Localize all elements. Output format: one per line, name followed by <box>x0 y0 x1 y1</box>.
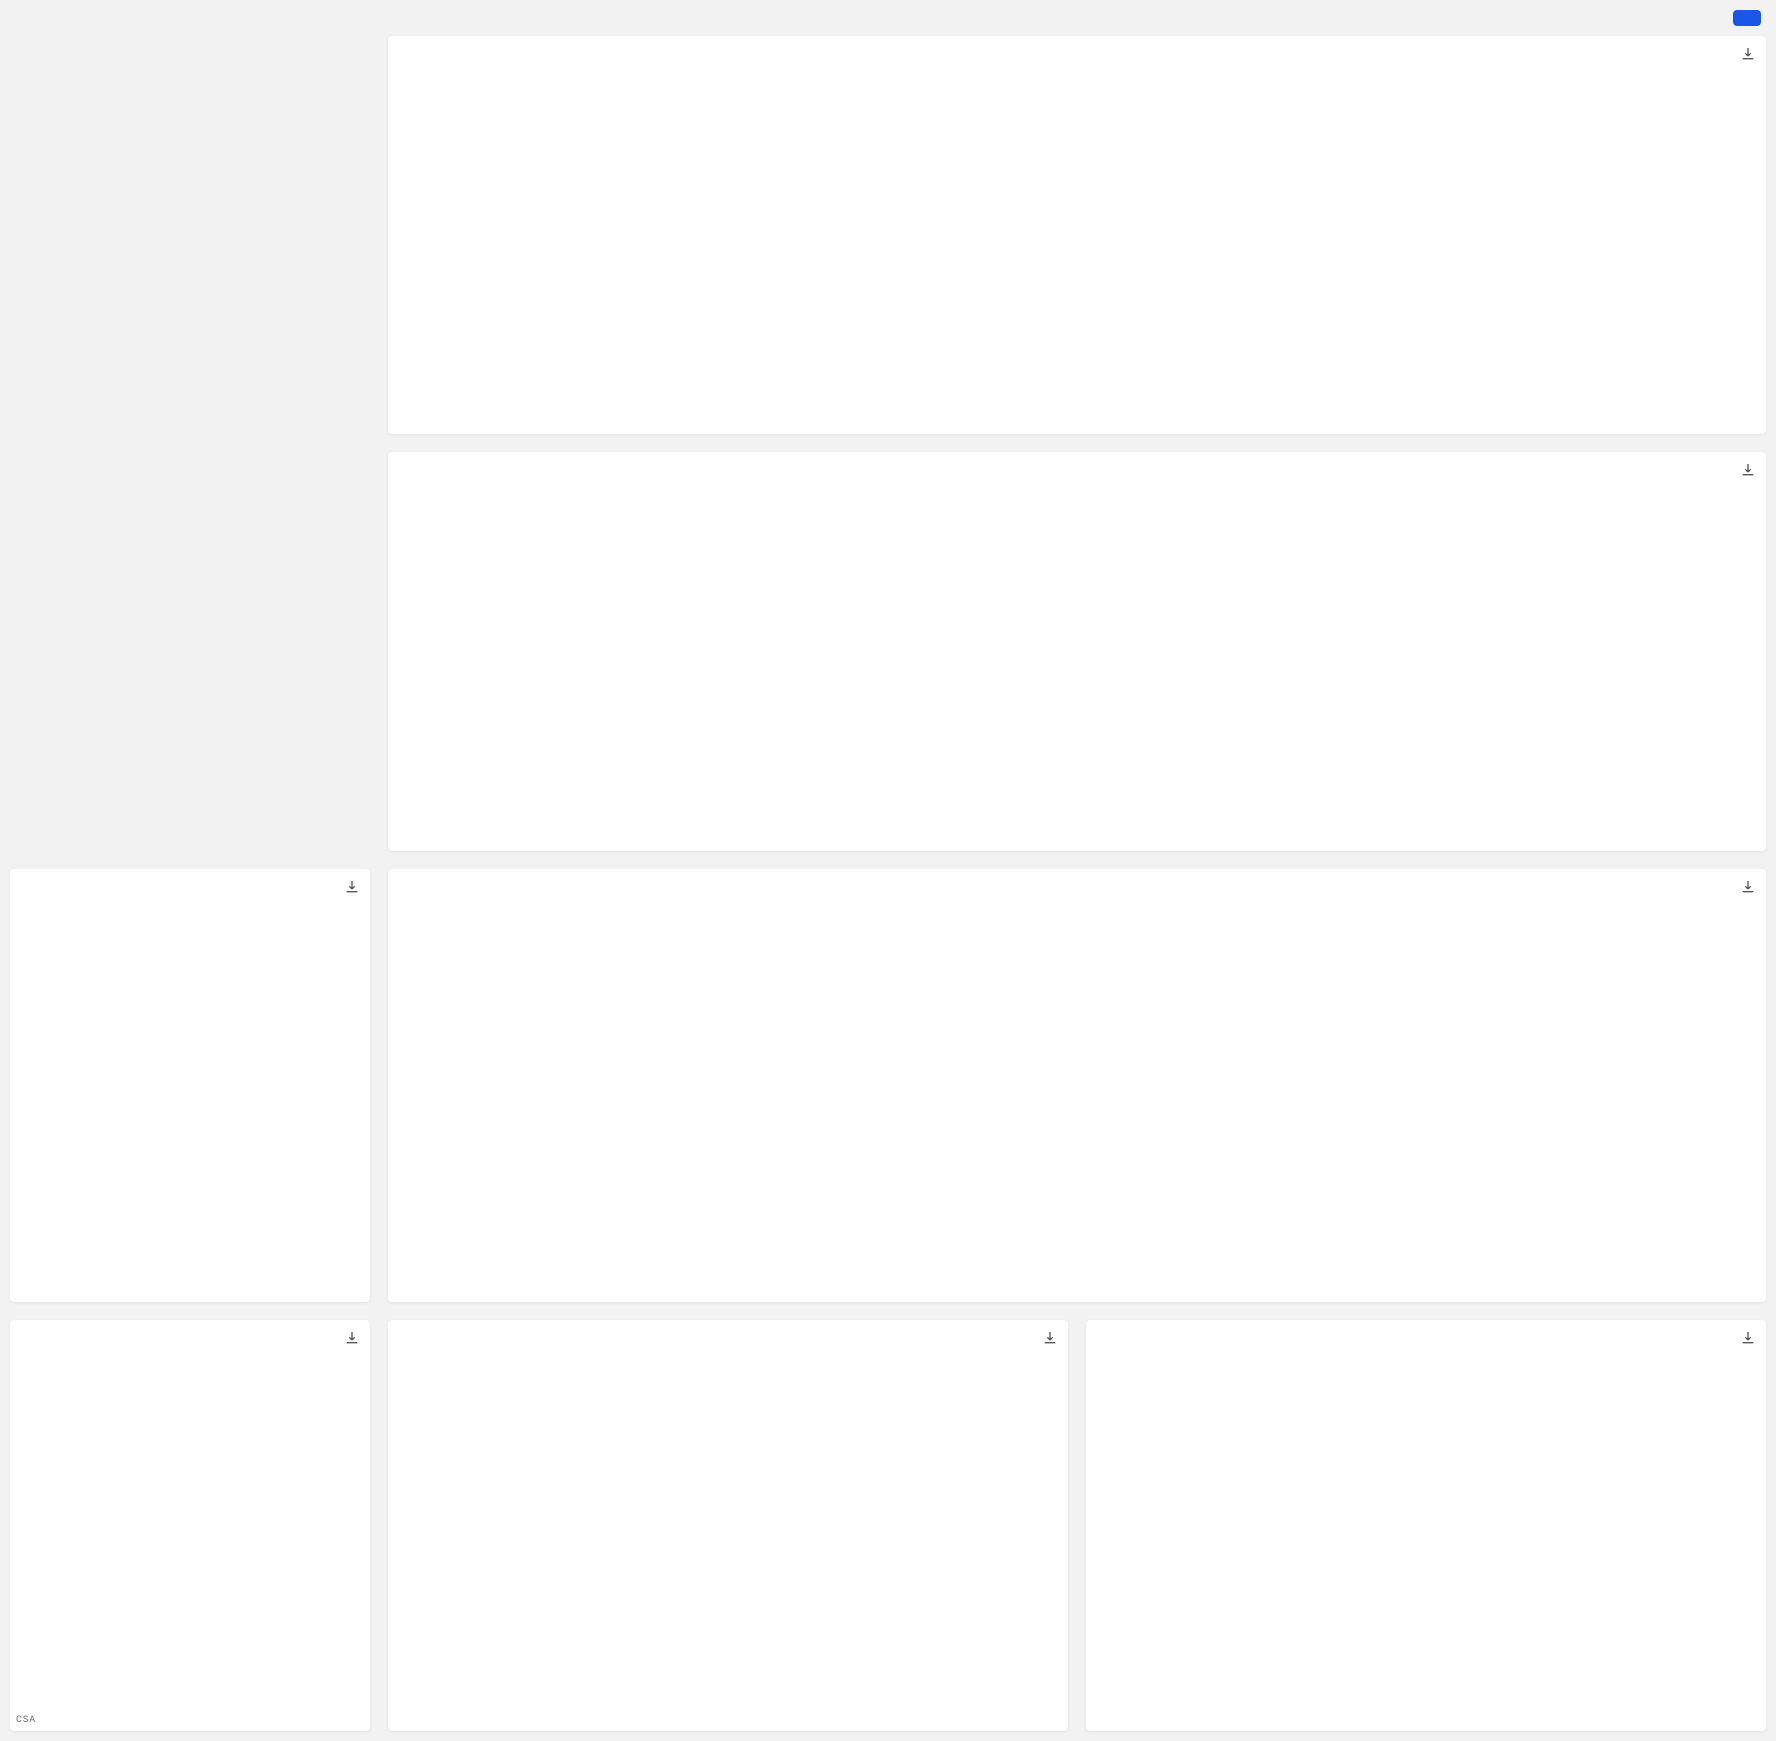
spam-pie <box>26 1340 354 1552</box>
campaign-responses-chart <box>404 472 1750 834</box>
download-icon[interactable] <box>344 879 360 895</box>
header <box>10 10 1766 26</box>
download-icon[interactable] <box>1740 879 1756 895</box>
download-icon[interactable] <box>1740 46 1756 62</box>
unsubscribes-card <box>388 1320 1068 1731</box>
message-volume-card <box>1086 1320 1766 1731</box>
responses-pie <box>26 889 354 1101</box>
performance-overview-chart <box>404 56 1750 418</box>
campaign-responses-card <box>388 452 1766 850</box>
download-icon[interactable] <box>344 1330 360 1346</box>
edit-button[interactable] <box>1733 10 1761 26</box>
download-icon[interactable] <box>1740 1330 1756 1346</box>
spam-pie-card: CSA <box>10 1320 370 1731</box>
scatter-chart <box>404 889 1750 1286</box>
scatter-card <box>388 869 1766 1302</box>
download-icon[interactable] <box>1740 462 1756 478</box>
unsubscribes-chart <box>404 1340 1052 1715</box>
message-volume-chart <box>1102 1340 1750 1715</box>
download-icon[interactable] <box>1042 1330 1058 1346</box>
performance-overview-card <box>388 36 1766 434</box>
responses-pie-card <box>10 869 370 1302</box>
csa-badge: CSA <box>16 1715 36 1725</box>
